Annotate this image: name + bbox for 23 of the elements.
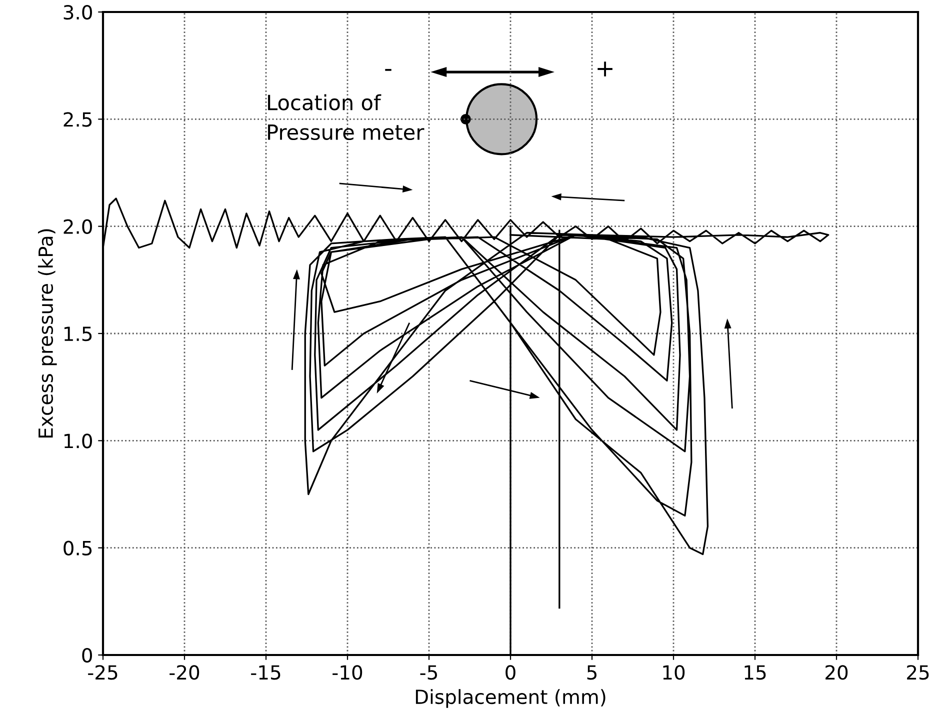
y-tick-label: 1.0 [64,434,92,448]
x-tick-label: -15 [251,665,280,680]
x-tick-label: 25 [907,665,929,680]
x-tick-label: -25 [88,665,118,680]
x-tick-label: 15 [744,665,766,680]
y-tick-label: 2.5 [64,112,92,127]
x-tick-label: -5 [420,665,437,680]
y-axis-title: Excess pressure (kPa) [38,229,57,438]
x-tick-label: 5 [587,665,596,680]
x-tick-label: 20 [826,665,848,680]
annotation: - [385,68,392,71]
x-tick-label: 0 [506,665,516,680]
annotation: Location of Pressure meter [268,94,424,140]
y-tick-label: 0.5 [64,540,92,556]
x-tick-label: -20 [170,665,200,680]
x-axis-title: Displacement (mm) [416,689,606,708]
y-tick-label: 0 [82,648,92,663]
y-tick-label: 1.5 [64,326,92,342]
x-tick-label: -10 [332,665,362,680]
y-tick-label: 2.0 [64,219,92,234]
y-tick-label: 3.0 [64,4,92,20]
annotation: + [598,62,612,76]
x-tick-label: 10 [663,665,685,680]
